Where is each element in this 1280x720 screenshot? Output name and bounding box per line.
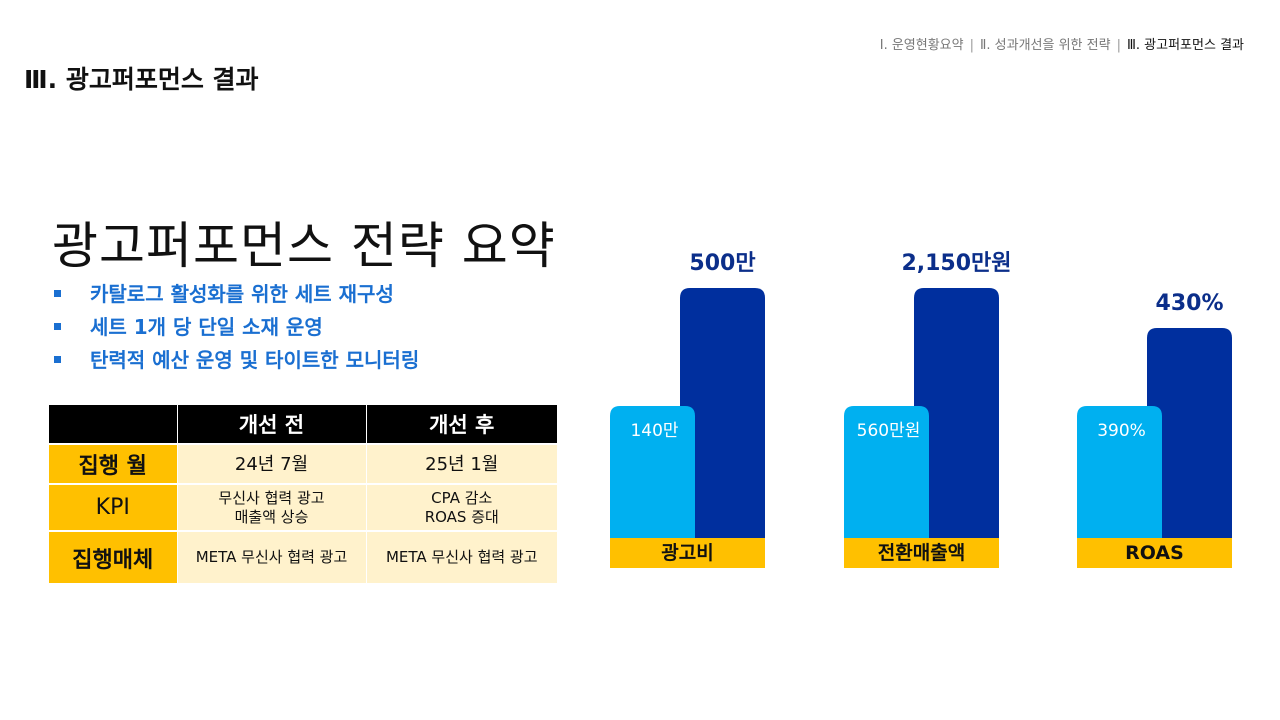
square-bullet-icon bbox=[54, 356, 61, 363]
cell-line: CPA 감소 bbox=[431, 488, 493, 507]
cell-line: 무신사 협력 광고 bbox=[218, 488, 325, 507]
square-bullet-icon bbox=[54, 323, 61, 330]
row-label-kpi: KPI bbox=[49, 483, 177, 531]
table-row: 집행 월 24년 7월 25년 1월 bbox=[49, 443, 557, 484]
square-bullet-icon bbox=[54, 290, 61, 297]
category-band bbox=[610, 538, 765, 568]
strategy-bullet-text: 카탈로그 활성화를 위한 세트 재구성 bbox=[90, 282, 394, 306]
cell-line: ROAS 증대 bbox=[424, 507, 499, 526]
strategy-title: 광고퍼포먼스 전략 요약 bbox=[52, 217, 556, 275]
data-label-after: 2,150만원 bbox=[901, 251, 1011, 276]
section-title: Ⅲ. 광고퍼포먼스 결과 bbox=[24, 65, 259, 94]
data-label-after: 500만 bbox=[689, 251, 755, 276]
cell-after-kpi: CPA 감소 ROAS 증대 bbox=[365, 483, 557, 531]
strategy-bullet-list: 카탈로그 활성화를 위한 세트 재구성 세트 1개 당 단일 소재 운영 탄력적… bbox=[52, 278, 419, 377]
data-label-before: 390% bbox=[1097, 421, 1146, 441]
cell-before-channel: META 무신사 협력 광고 bbox=[176, 530, 366, 583]
bar-before bbox=[610, 406, 695, 538]
comparison-table: 개선 전 개선 후 집행 월 24년 7월 25년 1월 KPI 무신사 협력 … bbox=[49, 405, 557, 583]
table-header-before: 개선 전 bbox=[176, 405, 366, 444]
bar-before bbox=[1077, 406, 1162, 538]
cell-after-channel: META 무신사 협력 광고 bbox=[365, 530, 557, 583]
table-row: KPI 무신사 협력 광고 매출액 상승 CPA 감소 ROAS 증대 bbox=[49, 483, 557, 531]
cell-before-kpi: 무신사 협력 광고 매출액 상승 bbox=[176, 483, 366, 531]
bar-after bbox=[680, 288, 765, 538]
category-band bbox=[1077, 538, 1232, 568]
row-label-channel: 집행매체 bbox=[49, 530, 177, 583]
bar-after bbox=[914, 288, 999, 538]
strategy-bullet: 카탈로그 활성화를 위한 세트 재구성 bbox=[52, 278, 419, 311]
strategy-bullet-text: 세트 1개 당 단일 소재 운영 bbox=[90, 315, 323, 339]
data-label-before: 560만원 bbox=[857, 421, 921, 441]
table-header-after: 개선 후 bbox=[365, 405, 557, 444]
breadcrumb-item-strategy[interactable]: Ⅱ. 성과개선을 위한 전략 bbox=[979, 38, 1111, 53]
table-row: 집행매체 META 무신사 협력 광고 META 무신사 협력 광고 bbox=[49, 530, 557, 583]
breadcrumb-item-overview[interactable]: Ⅰ. 운영현황요약 bbox=[879, 38, 964, 53]
cell-after-period: 25년 1월 bbox=[365, 443, 557, 484]
strategy-bullet: 세트 1개 당 단일 소재 운영 bbox=[52, 311, 419, 344]
breadcrumb-separator: | bbox=[1116, 38, 1121, 53]
data-label-after: 430% bbox=[1156, 291, 1224, 316]
bar-before bbox=[844, 406, 929, 538]
table-header-row: 개선 전 개선 후 bbox=[49, 405, 557, 444]
strategy-bullet-text: 탄력적 예산 운영 및 타이트한 모니터링 bbox=[90, 348, 420, 372]
breadcrumb: Ⅰ. 운영현황요약 | Ⅱ. 성과개선을 위한 전략 | Ⅲ. 광고퍼포먼스 결과 bbox=[880, 34, 1244, 53]
breadcrumb-item-results[interactable]: Ⅲ. 광고퍼포먼스 결과 bbox=[1126, 38, 1244, 53]
category-label: 광고비 bbox=[661, 542, 713, 564]
cell-before-period: 24년 7월 bbox=[176, 443, 366, 484]
category-band bbox=[844, 538, 999, 568]
data-label-before: 140만 bbox=[630, 421, 678, 441]
row-label-period: 집행 월 bbox=[49, 443, 177, 484]
table-header-blank bbox=[49, 405, 177, 444]
strategy-bullet: 탄력적 예산 운영 및 타이트한 모니터링 bbox=[52, 344, 419, 377]
cell-line: 매출액 상승 bbox=[234, 507, 309, 526]
category-label: ROAS bbox=[1125, 542, 1184, 564]
bar-after bbox=[1147, 328, 1232, 538]
breadcrumb-separator: | bbox=[969, 38, 974, 53]
category-label: 전환매출액 bbox=[878, 542, 965, 564]
